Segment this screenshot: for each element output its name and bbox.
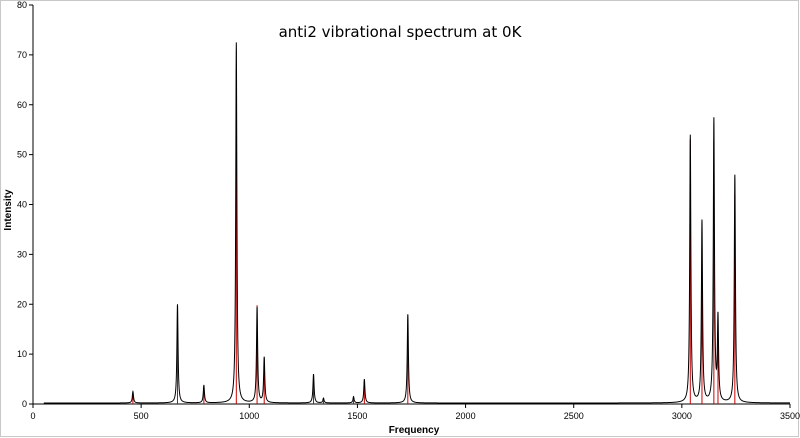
chart-title: anti2 vibrational spectrum at 0K (279, 23, 523, 41)
y-tick-label: 70 (17, 50, 27, 60)
x-tick-label: 0 (30, 411, 35, 421)
x-tick-label: 1500 (347, 411, 367, 421)
x-tick-label: 3500 (780, 411, 800, 421)
x-tick-label: 3000 (672, 411, 692, 421)
x-tick-label: 1000 (239, 411, 259, 421)
y-tick-label: 60 (17, 100, 27, 110)
x-tick-label: 500 (134, 411, 149, 421)
y-tick-label: 20 (17, 299, 27, 309)
y-tick-label: 30 (17, 249, 27, 259)
y-tick-label: 50 (17, 150, 27, 160)
y-axis-label: Intensity (3, 189, 14, 231)
plot-area: 0 500 1000 1500 2000 2500 3000 3500 0 10 20 30 40 50 6… (17, 0, 800, 421)
y-tick-label: 10 (17, 349, 27, 359)
y-tick-label: 40 (17, 200, 27, 210)
x-axis-label: Frequency (389, 425, 440, 436)
spectrum-line (43, 42, 790, 404)
x-tick-label: 2500 (564, 411, 584, 421)
y-tick-label: 80 (17, 0, 27, 10)
x-tick-label: 2000 (456, 411, 476, 421)
y-tick-label: 0 (22, 399, 27, 409)
